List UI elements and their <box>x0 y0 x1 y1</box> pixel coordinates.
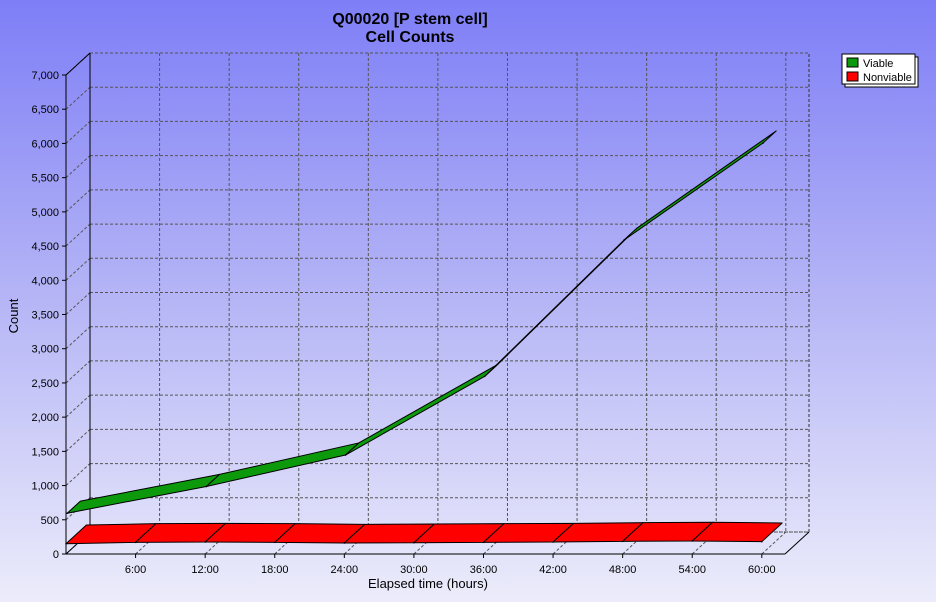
y-tick-label: 1,500 <box>31 446 59 458</box>
x-tick-label: 6:00 <box>125 564 146 576</box>
series-viable-point <box>483 375 486 378</box>
x-tick-label: 30:00 <box>400 564 428 576</box>
legend: Viable Nonviable <box>841 53 919 88</box>
series-nonviable-point <box>413 541 415 544</box>
grid-line-depth <box>65 121 91 144</box>
series-nonviable-point <box>204 541 206 543</box>
chart-subtitle: Cell Counts <box>366 29 455 46</box>
x-tick-label: 48:00 <box>609 564 637 576</box>
series-viable-point <box>623 239 625 241</box>
grid-line-depth <box>65 360 91 384</box>
grid-line-depth <box>65 394 91 418</box>
legend-label-viable: Viable <box>863 58 893 70</box>
grid-line-depth <box>65 463 91 486</box>
x-tick-label: 18:00 <box>261 564 289 576</box>
x-tick-label: 12:00 <box>191 564 219 576</box>
y-tick-label: 5,000 <box>31 207 59 219</box>
y-tick-label: 3,500 <box>31 310 59 322</box>
grid-lines <box>65 52 809 555</box>
series-nonviable-point <box>273 541 276 544</box>
grid-line-floor <box>761 531 787 555</box>
y-tick-label: 4,500 <box>31 241 59 253</box>
y-tick-label: 0 <box>53 549 59 561</box>
y-axis-label: Count <box>6 298 21 333</box>
y-tick-label: 6,000 <box>31 138 59 150</box>
series-viable-point <box>66 512 68 515</box>
series-nonviable-point <box>621 540 624 543</box>
grid-line-depth <box>65 86 91 110</box>
y-tick-label: 3,000 <box>31 344 59 356</box>
series-viable-point <box>762 142 764 144</box>
x-tick-label: 60:00 <box>748 564 776 576</box>
series-nonviable-point <box>65 542 67 545</box>
y-tick-label: 7,000 <box>31 70 59 82</box>
grid-line-depth <box>65 189 91 213</box>
grid-line-depth <box>65 155 91 179</box>
y-tick-label: 6,500 <box>31 104 59 116</box>
legend-swatch-nonviable <box>846 71 859 82</box>
y-tick-label: 2,000 <box>31 412 59 424</box>
grid-line-depth <box>65 223 91 247</box>
y-tick-label: 1,000 <box>31 481 59 493</box>
series-nonviable-segment <box>691 521 783 543</box>
x-tick-label: 42:00 <box>539 564 567 576</box>
grid-line-depth <box>65 326 91 350</box>
series-nonviable-point <box>343 542 346 544</box>
series-nonviable-point <box>552 541 554 543</box>
x-axis-label: Elapsed time (hours) <box>368 576 488 591</box>
series-nonviable-point <box>691 540 694 542</box>
y-tick-label: 2,500 <box>31 378 59 390</box>
x-tick-label: 24:00 <box>331 564 359 576</box>
grid-line-depth <box>65 292 91 315</box>
x-tick-label: 54:00 <box>678 564 706 576</box>
y-tick-label: 4,000 <box>31 275 59 287</box>
x-tick-label: 36:00 <box>470 564 498 576</box>
series-nonviable-point <box>134 541 137 544</box>
y-tick-label: 500 <box>41 515 59 527</box>
y-axis-top-depth <box>65 52 91 76</box>
tick-labels: 0 500 1,000 1,500 2,000 2,500 3,000 3,500 4,000 4… <box>31 70 775 576</box>
series-nonviable-point <box>482 541 485 544</box>
chart-title: Q00020 [P stem cell] <box>332 11 487 28</box>
series-nonviable-point <box>761 540 763 543</box>
grid-line-depth <box>65 257 91 281</box>
x-axis-depth <box>784 531 810 555</box>
y-tick-label: 5,500 <box>31 173 59 185</box>
series-area <box>65 130 783 545</box>
series-viable-segment <box>623 130 777 241</box>
series-viable-point <box>344 454 347 456</box>
grid-line-depth <box>65 428 91 452</box>
legend-label-nonviable: Nonviable <box>863 72 912 84</box>
legend-swatch-viable <box>846 57 859 68</box>
series-viable-point <box>205 485 208 488</box>
